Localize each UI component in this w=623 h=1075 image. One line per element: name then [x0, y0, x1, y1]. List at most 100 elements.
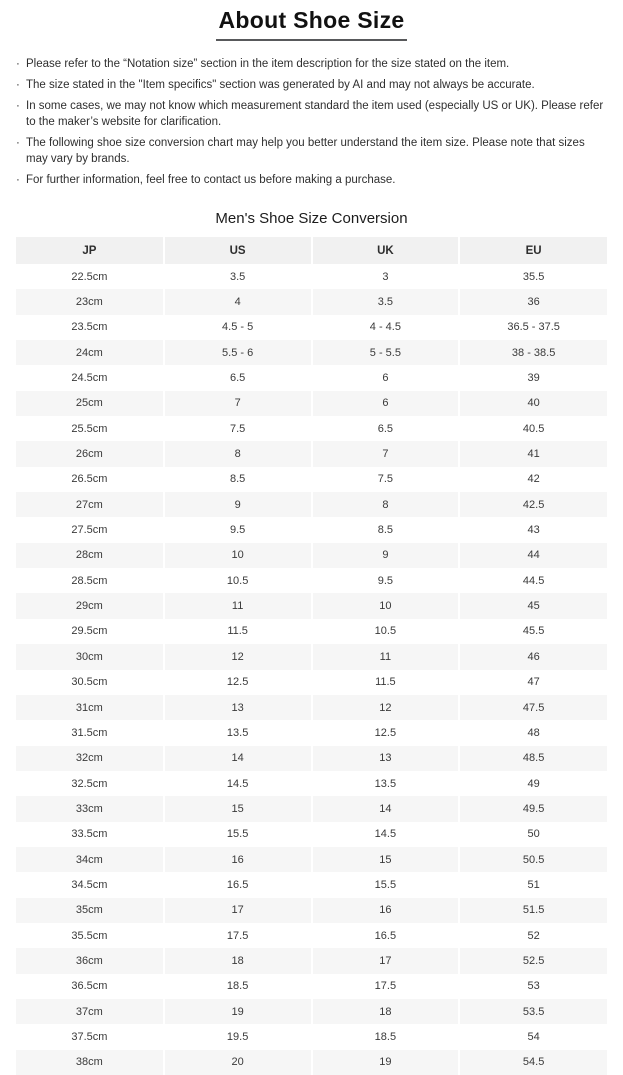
bullet-icon: ·	[16, 58, 20, 70]
table-cell: 16.5	[310, 922, 460, 949]
table-row: 32.5cm 14.5 13.5 49	[16, 770, 607, 797]
table-cell: 9	[162, 492, 312, 518]
table-cell: 50	[458, 821, 607, 847]
table-cell: 17.5	[162, 922, 312, 949]
note-item: · For further information, feel free to …	[16, 172, 607, 188]
column-header-jp: JP	[16, 237, 164, 264]
table-cell: 12	[310, 694, 460, 721]
table-cell: 29cm	[16, 593, 164, 619]
table-row: 28.5cm 10.5 9.5 44.5	[16, 568, 607, 594]
column-header-eu: EU	[458, 237, 607, 264]
table-row: 24.5cm 6.5 6 39	[16, 365, 607, 391]
table-cell: 39	[458, 365, 607, 391]
table-row: 36cm 18 17 52.5	[16, 948, 607, 974]
table-cell: 3.5	[310, 289, 460, 315]
table-cell: 5.5 - 6	[162, 340, 312, 366]
table-cell: 14.5	[310, 821, 460, 847]
table-row: 37cm 19 18 53.5	[16, 998, 607, 1025]
note-item: · The following shoe size conversion cha…	[16, 135, 607, 167]
table-cell: 40.5	[458, 416, 607, 442]
table-cell: 6	[310, 365, 460, 391]
table-cell: 18	[162, 948, 312, 974]
table-cell: 4.5 - 5	[162, 314, 312, 341]
table-cell: 44.5	[458, 568, 607, 594]
table-row: 29.5cm 11.5 10.5 45.5	[16, 618, 607, 645]
table-cell: 8	[310, 492, 460, 518]
table-cell: 5 - 5.5	[310, 340, 460, 366]
table-cell: 33.5cm	[16, 821, 164, 847]
table-cell: 28.5cm	[16, 568, 164, 594]
note-text: In some cases, we may not know which mea…	[26, 100, 604, 128]
table-title: Men's Shoe Size Conversion	[215, 210, 408, 227]
header-row: JP US UK EU	[16, 237, 607, 264]
notes-list: · Please refer to the “Notation size” se…	[16, 56, 607, 188]
note-text: The size stated in the "Item specifics" …	[26, 79, 535, 91]
table-cell: 27cm	[16, 492, 164, 518]
table-row: 22.5cm 3.5 3 35.5	[16, 264, 607, 290]
table-cell: 10	[162, 542, 312, 569]
table-row: 33cm 15 14 49.5	[16, 796, 607, 822]
table-cell: 26cm	[16, 441, 164, 467]
table-cell: 49.5	[458, 796, 607, 822]
column-header-us: US	[162, 237, 312, 264]
table-cell: 23cm	[16, 289, 164, 315]
table-cell: 23.5cm	[16, 314, 164, 341]
table-cell: 3.5	[162, 264, 312, 290]
table-cell: 14.5	[162, 770, 312, 797]
table-cell: 15.5	[162, 821, 312, 847]
table-cell: 31.5cm	[16, 720, 164, 746]
table-row: 26.5cm 8.5 7.5 42	[16, 466, 607, 493]
table-cell: 24cm	[16, 340, 164, 366]
table-cell: 6	[310, 390, 460, 417]
table-cell: 6.5	[310, 416, 460, 442]
page-title: About Shoe Size	[215, 7, 408, 41]
table-cell: 28cm	[16, 542, 164, 569]
table-cell: 13	[310, 745, 460, 771]
table-cell: 7.5	[310, 466, 460, 493]
table-cell: 51.5	[458, 897, 607, 923]
table-cell: 42.5	[458, 492, 607, 518]
table-cell: 11	[310, 644, 460, 670]
table-cell: 33cm	[16, 796, 164, 822]
table-cell: 16	[162, 846, 312, 873]
table-cell: 34cm	[16, 846, 164, 873]
column-header-uk: UK	[310, 237, 460, 264]
table-cell: 11.5	[162, 618, 312, 645]
table-cell: 15	[310, 846, 460, 873]
table-row: 30cm 12 11 46	[16, 644, 607, 670]
table-cell: 7.5	[162, 416, 312, 442]
table-cell: 10	[310, 593, 460, 619]
table-cell: 47	[458, 669, 607, 695]
about-shoe-size-page: { "page": { "title": "About Shoe Size", …	[16, 7, 607, 1075]
table-row: 35.5cm 17.5 16.5 52	[16, 922, 607, 949]
table-cell: 14	[310, 796, 460, 822]
table-cell: 49	[458, 770, 607, 797]
table-row: 29cm 11 10 45	[16, 593, 607, 619]
bullet-icon: ·	[16, 79, 20, 91]
table-cell: 36.5 - 37.5	[458, 314, 607, 341]
table-cell: 44	[458, 542, 607, 569]
table-row: 23cm 4 3.5 36	[16, 289, 607, 315]
table-cell: 32cm	[16, 745, 164, 771]
table-cell: 31cm	[16, 694, 164, 721]
table-cell: 3	[310, 264, 460, 290]
table-cell: 52.5	[458, 948, 607, 974]
table-cell: 53.5	[458, 998, 607, 1025]
note-text: Please refer to the “Notation size” sect…	[26, 58, 510, 70]
table-row: 31cm 13 12 47.5	[16, 694, 607, 721]
table-cell: 35.5	[458, 264, 607, 290]
table-cell: 9	[310, 542, 460, 569]
table-cell: 17	[162, 897, 312, 923]
table-cell: 15.5	[310, 872, 460, 898]
table-cell: 53	[458, 973, 607, 999]
table-cell: 42	[458, 466, 607, 493]
table-cell: 18.5	[162, 973, 312, 999]
bullet-icon: ·	[16, 137, 20, 149]
table-cell: 11	[162, 593, 312, 619]
table-cell: 8	[162, 441, 312, 467]
table-cell: 12	[162, 644, 312, 670]
table-cell: 36.5cm	[16, 973, 164, 999]
table-cell: 54.5	[458, 1049, 607, 1075]
table-row: 30.5cm 12.5 11.5 47	[16, 669, 607, 695]
